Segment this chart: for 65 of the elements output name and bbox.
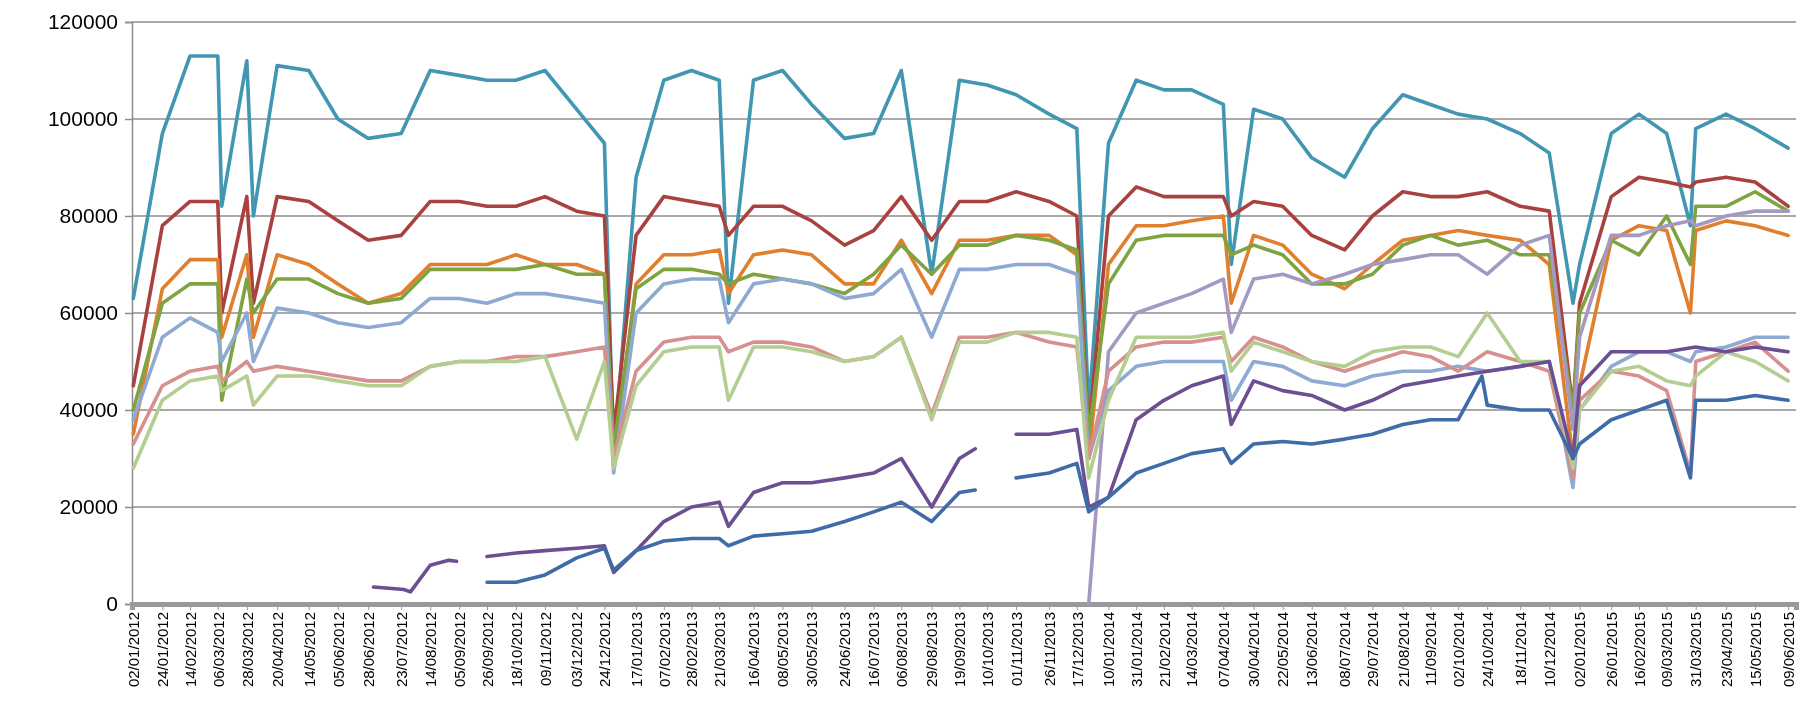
x-tick-label: 10/10/2013 xyxy=(978,612,996,688)
x-tick-label: 07/04/2014 xyxy=(1215,612,1233,688)
y-tick-label: 0 xyxy=(106,592,118,616)
x-tick-label: 02/01/2012 xyxy=(125,612,143,688)
x-tick-label: 09/11/2012 xyxy=(536,612,554,686)
x-tick-label: 08/07/2014 xyxy=(1336,612,1354,688)
x-tick-label: 06/08/2013 xyxy=(893,612,911,688)
y-tick-label: 80000 xyxy=(59,204,118,228)
x-tick-label: 17/01/2013 xyxy=(627,612,645,688)
x-tick-label: 21/03/2013 xyxy=(710,612,728,688)
x-tick-label: 09/03/2015 xyxy=(1658,612,1676,688)
x-tick-label: 21/02/2014 xyxy=(1155,612,1173,688)
x-tick-label: 23/04/2015 xyxy=(1717,612,1735,688)
x-tick-label: 06/03/2012 xyxy=(209,612,227,688)
x-tick-label: 16/07/2013 xyxy=(865,612,883,688)
x-tick-label: 26/09/2012 xyxy=(478,612,496,688)
x-tick-label: 16/02/2015 xyxy=(1630,612,1648,688)
x-tick-label: 15/05/2015 xyxy=(1746,612,1764,688)
x-tick-label: 09/06/2015 xyxy=(1779,612,1797,688)
y-tick-label: 100000 xyxy=(47,107,118,131)
x-tick-label: 31/01/2014 xyxy=(1127,612,1145,688)
x-tick-label: 16/04/2013 xyxy=(745,612,763,688)
x-tick-label: 28/03/2012 xyxy=(238,612,256,688)
x-tick-label: 31/03/2015 xyxy=(1687,612,1705,688)
x-tick-label: 28/02/2013 xyxy=(683,612,701,688)
y-tick-label: 60000 xyxy=(59,301,118,325)
x-tick-label: 14/03/2014 xyxy=(1183,612,1201,688)
x-tick-label: 18/11/2014 xyxy=(1511,612,1529,686)
x-tick-label: 18/10/2012 xyxy=(507,612,525,688)
x-tick-label: 29/07/2014 xyxy=(1364,612,1382,688)
x-tick-label: 01/11/2013 xyxy=(1007,612,1025,686)
x-tick-label: 24/10/2014 xyxy=(1478,612,1496,688)
x-tick-label: 11/09/2014 xyxy=(1422,612,1440,686)
x-tick-label: 24/12/2012 xyxy=(596,612,614,688)
x-tick-label: 30/05/2013 xyxy=(803,612,821,688)
x-tick-label: 20/04/2012 xyxy=(268,612,286,688)
x-tick-label: 24/06/2013 xyxy=(836,612,854,688)
x-tick-label: 17/12/2013 xyxy=(1068,612,1086,688)
x-tick-label: 07/02/2013 xyxy=(655,612,673,688)
x-tick-label: 21/08/2014 xyxy=(1394,612,1412,688)
x-tick-label: 24/01/2012 xyxy=(154,612,172,688)
x-tick-label: 22/05/2014 xyxy=(1274,612,1292,688)
x-tick-label: 14/02/2012 xyxy=(181,612,199,688)
x-tick-label: 05/09/2012 xyxy=(451,612,469,688)
x-tick-label: 23/07/2012 xyxy=(392,612,410,688)
x-tick-label: 26/11/2013 xyxy=(1040,612,1058,686)
x-tick-label: 10/01/2014 xyxy=(1100,612,1118,688)
x-tick-label: 02/01/2015 xyxy=(1571,612,1589,688)
x-tick-label: 08/05/2013 xyxy=(774,612,792,688)
x-tick-label: 26/01/2015 xyxy=(1603,612,1621,688)
line-series xyxy=(1086,209,1790,606)
y-tick-label: 40000 xyxy=(59,398,118,422)
x-tick-label: 02/10/2014 xyxy=(1449,612,1467,688)
x-tick-label: 05/06/2012 xyxy=(329,612,347,688)
y-tick-label: 20000 xyxy=(59,495,118,519)
x-tick-label: 14/05/2012 xyxy=(300,612,318,688)
x-tick-label: 14/08/2012 xyxy=(421,612,439,688)
x-tick-label: 03/12/2012 xyxy=(568,612,586,688)
x-tick-label: 19/09/2013 xyxy=(951,612,969,688)
x-tick-label: 30/04/2014 xyxy=(1245,612,1263,688)
x-tick-label: 10/12/2014 xyxy=(1540,612,1558,688)
y-tick-label: 120000 xyxy=(47,10,118,34)
x-tick-label: 13/06/2014 xyxy=(1303,612,1321,688)
x-tick-label: 29/08/2013 xyxy=(923,612,941,688)
x-tick-label: 28/06/2012 xyxy=(359,612,377,688)
